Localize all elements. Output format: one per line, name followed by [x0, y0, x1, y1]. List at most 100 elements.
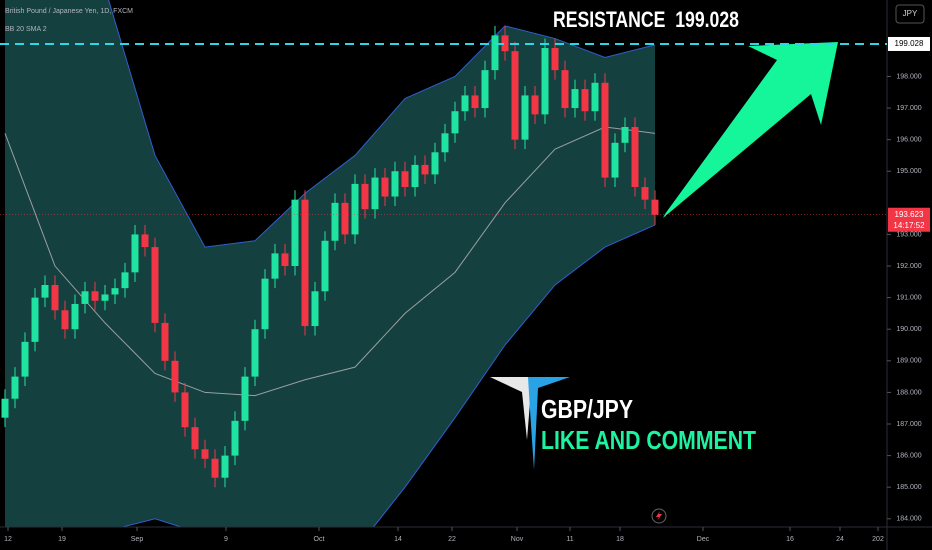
bollinger-lower	[120, 224, 656, 527]
candle-body	[11, 376, 19, 399]
symbol-title: British Pound / Japanese Yen, 1D, FXCM	[5, 8, 133, 15]
candle-body	[181, 392, 189, 428]
candle-body	[261, 278, 269, 330]
y-tick-label: 187.000	[896, 421, 921, 428]
y-tick-label: 190.000	[896, 326, 921, 333]
candle-body	[151, 247, 159, 323]
candle-body	[201, 449, 209, 459]
candle-body	[501, 35, 509, 52]
candle-body	[121, 272, 129, 289]
x-tick-label: Sep	[131, 536, 144, 543]
x-tick-label: 22	[448, 536, 456, 543]
y-tick-label: 192.000	[896, 263, 921, 270]
candle-body	[461, 95, 469, 112]
y-tick-label: 193.000	[896, 231, 921, 238]
candle-body	[521, 95, 529, 140]
y-tick-label: 188.000	[896, 389, 921, 396]
currency-button[interactable]	[895, 4, 925, 24]
headline: GBP/JPY	[541, 394, 633, 424]
candle-body	[371, 177, 379, 210]
y-tick-label: 197.000	[896, 105, 921, 112]
flash-bolt	[656, 511, 662, 521]
y-tick-label: 195.000	[896, 168, 921, 175]
candle-body	[101, 294, 109, 301]
y-tick-label: 185.000	[896, 484, 921, 491]
x-tick-label: 19	[58, 536, 66, 543]
candle-body	[91, 291, 99, 301]
candle-body	[391, 171, 399, 197]
currency-button-label[interactable]: JPY	[903, 9, 918, 18]
last-price-label: 193.623	[895, 210, 924, 219]
candle-body	[551, 48, 559, 71]
candle-body	[251, 329, 259, 377]
candle-body	[111, 288, 119, 295]
x-tick-label: 16	[786, 536, 794, 543]
countdown-label: 14:17:52	[893, 221, 925, 230]
y-tick-label: 189.000	[896, 358, 921, 365]
x-tick-label: 9	[224, 536, 228, 543]
candle-body	[651, 199, 659, 215]
resistance-price-label: 199.028	[895, 39, 924, 48]
last-price-tag	[888, 207, 930, 232]
candle-body	[171, 360, 179, 393]
candle-body	[31, 297, 39, 342]
plot	[1, 0, 659, 527]
resistance-annotation: RESISTANCE 199.028	[553, 7, 739, 32]
candle-body	[471, 95, 479, 109]
call-to-action: LIKE AND COMMENT	[541, 425, 756, 455]
candle-body	[211, 458, 219, 478]
candle-body	[581, 89, 589, 112]
y-tick-label: 184.000	[896, 516, 921, 523]
candle-body	[541, 48, 549, 115]
y-tick-label: 196.000	[896, 136, 921, 143]
candle-body	[61, 310, 69, 330]
candle-body	[71, 303, 79, 330]
candle-body	[491, 35, 499, 71]
candle-body	[451, 111, 459, 134]
candle-body	[641, 187, 649, 200]
resistance-price-tag	[888, 36, 930, 51]
candle-body	[141, 234, 149, 248]
candle-body	[331, 202, 339, 241]
candle-body	[611, 142, 619, 178]
x-tick-label: Dec	[697, 536, 710, 543]
bollinger-upper	[108, 0, 656, 248]
x-tick-label: 11	[566, 536, 573, 543]
x-tick-label: 12	[4, 536, 12, 543]
candle-body	[571, 89, 579, 109]
candle-body	[401, 171, 409, 188]
flash-icon[interactable]	[651, 508, 667, 524]
candle-body	[131, 234, 139, 273]
candle-body	[341, 202, 349, 235]
candle-body	[81, 291, 89, 304]
candle-body	[191, 427, 199, 450]
candle-body	[561, 70, 569, 109]
candle-body	[311, 291, 319, 327]
x-tick-label: Nov	[511, 536, 524, 543]
bollinger-fill	[5, 0, 655, 527]
candle-body	[21, 341, 29, 377]
candle-body	[361, 183, 369, 210]
y-tick-label: 191.000	[896, 294, 921, 301]
logo	[490, 377, 570, 470]
candle-body	[281, 253, 289, 267]
candle-body	[231, 420, 239, 456]
candle-body	[531, 95, 539, 115]
candle-body	[591, 82, 599, 112]
candle-body	[441, 133, 449, 153]
candle-body	[381, 177, 389, 197]
candle-body	[161, 322, 169, 361]
candle-body	[631, 127, 639, 188]
candle-body	[241, 376, 249, 421]
x-tick-label: 24	[836, 536, 844, 543]
x-tick-label: Oct	[314, 536, 325, 543]
candle-body	[511, 51, 519, 140]
candle-body	[411, 164, 419, 188]
y-tick-label: 186.000	[896, 452, 921, 459]
candle-body	[221, 455, 229, 478]
x-tick-label: 202	[872, 536, 884, 543]
candle-body	[1, 398, 9, 418]
candle-body	[431, 152, 439, 175]
